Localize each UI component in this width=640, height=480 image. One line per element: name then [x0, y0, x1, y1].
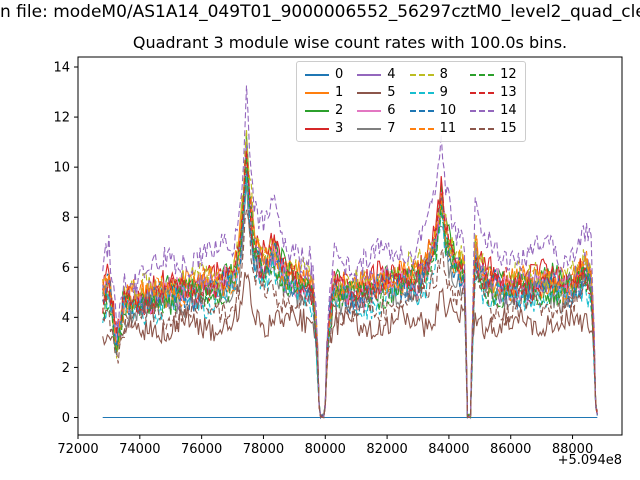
- legend-label: 14: [500, 103, 517, 118]
- x-tick-label: 78000: [243, 442, 284, 457]
- legend-line-sample: [357, 73, 382, 76]
- legend-entry: 6: [357, 103, 396, 118]
- legend-line-sample: [357, 109, 382, 112]
- x-tick-label: 74000: [119, 442, 160, 457]
- legend-line-sample: [409, 73, 434, 76]
- legend-line-sample: [357, 91, 382, 94]
- legend-column: 0 1 2 3: [305, 67, 343, 136]
- legend-label: 5: [387, 85, 396, 100]
- legend-line-sample: [470, 73, 495, 76]
- legend-entry: 11: [409, 121, 457, 136]
- legend-column: 4 5 6 7: [357, 67, 396, 136]
- legend-line-sample: [305, 91, 329, 94]
- legend-label: 12: [500, 67, 517, 82]
- series-line-14: [102, 85, 598, 419]
- legend-line-sample: [470, 91, 495, 94]
- x-tick-label: 76000: [181, 442, 222, 457]
- legend-entry: 4: [357, 67, 396, 82]
- x-tick-label: 88000: [552, 442, 593, 457]
- axes-title: Quadrant 3 module wise count rates with …: [132, 33, 568, 52]
- y-tick-label: 10: [53, 161, 70, 176]
- axes-spines: [77, 56, 623, 436]
- y-tick-label: 8: [62, 211, 70, 226]
- legend-label: 11: [439, 121, 457, 136]
- x-tick-label: 82000: [366, 442, 407, 457]
- series-line-5: [102, 272, 598, 420]
- legend-label: 1: [335, 85, 344, 100]
- legend-label: 9: [439, 85, 448, 100]
- figure-title: n file: modeM0/AS1A14_049T01_9000006552_…: [0, 2, 640, 22]
- legend-line-sample: [357, 127, 382, 130]
- legend-entry: 8: [409, 67, 457, 82]
- legend-line-sample: [305, 73, 329, 76]
- y-tick-label: 2: [62, 361, 70, 376]
- legend-label: 13: [500, 85, 517, 100]
- legend-line-sample: [409, 127, 434, 130]
- y-tick-label: 6: [62, 261, 70, 276]
- legend-line-sample: [305, 109, 329, 112]
- legend-line-sample: [470, 109, 495, 112]
- y-tick-label: 4: [62, 311, 70, 326]
- legend-label: 10: [439, 103, 457, 118]
- legend-label: 8: [439, 67, 448, 82]
- legend-line-sample: [409, 109, 434, 112]
- legend-line-sample: [470, 127, 495, 130]
- legend-label: 6: [387, 103, 396, 118]
- legend-line-sample: [409, 91, 434, 94]
- legend-entry: 3: [305, 121, 343, 136]
- legend-label: 4: [387, 67, 396, 82]
- x-tick-label: 72000: [57, 442, 98, 457]
- y-tick-label: 14: [53, 61, 70, 76]
- y-tick-label: 12: [53, 111, 70, 126]
- x-tick-label: 84000: [428, 442, 469, 457]
- legend-entry: 7: [357, 121, 396, 136]
- legend-label: 2: [335, 103, 344, 118]
- legend-entry: 15: [470, 121, 517, 136]
- series-line-15: [102, 209, 598, 419]
- legend-entry: 12: [470, 67, 517, 82]
- x-tick-label: 86000: [490, 442, 531, 457]
- legend-entry: 1: [305, 85, 343, 100]
- legend-label: 0: [335, 67, 344, 82]
- legend-line-sample: [305, 127, 329, 130]
- y-tick-label: 0: [62, 411, 70, 426]
- x-tick-label: 80000: [305, 442, 346, 457]
- x-axis-offset-label: +5.094e8: [557, 453, 622, 468]
- legend-entry: 14: [470, 103, 517, 118]
- legend-label: 7: [387, 121, 396, 136]
- legend-entry: 10: [409, 103, 457, 118]
- legend-entry: 13: [470, 85, 517, 100]
- series-line-8: [102, 129, 598, 419]
- legend-column: 8 9 10 11: [409, 67, 457, 136]
- legend-entry: 0: [305, 67, 343, 82]
- legend-label: 3: [335, 121, 344, 136]
- series-line-13: [102, 150, 598, 419]
- legend-entry: 2: [305, 103, 343, 118]
- legend-entry: 9: [409, 85, 457, 100]
- legend: 0 1 2 3 4 5 6 7 8 9 10 11 12 13 14 15: [296, 61, 526, 142]
- legend-entry: 5: [357, 85, 396, 100]
- legend-label: 15: [500, 121, 517, 136]
- legend-column: 12 13 14 15: [470, 67, 517, 136]
